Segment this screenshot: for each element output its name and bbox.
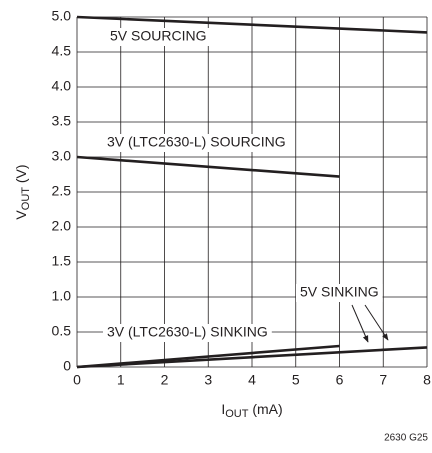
footnote: 2630 G25 [384,433,428,444]
line-series [76,15,428,34]
y-tick-label: 2.5 [52,183,72,199]
series-label: 5V SOURCING [110,28,206,44]
annotation-arrow [351,304,369,343]
x-tick-label: 8 [423,372,431,388]
series-label: 5V SINKING [300,284,379,300]
annotation-arrow [364,304,389,341]
line-series [76,155,340,178]
y-tick-label: 0 [63,358,71,374]
series-label: 3V (LTC2630-L) SOURCING [107,134,286,150]
line-series [76,346,428,369]
y-tick-label: 1.5 [52,253,72,269]
y-tick-label: 4.5 [52,43,72,59]
y-tick-label: 2.0 [52,218,72,234]
y-tick-label: 3.0 [52,148,72,164]
series-label: 3V (LTC2630-L) SINKING [107,324,268,340]
annotation-background [103,324,272,342]
y-tick-label: 1.0 [52,288,72,304]
y-axis-label: VOUT (V) [13,164,32,219]
x-tick-label: 3 [204,372,212,388]
y-tick-label: 0.5 [52,323,72,339]
x-tick-label: 0 [73,372,81,388]
y-tick-label: 5.0 [52,8,72,24]
x-tick-label: 7 [379,372,387,388]
annotation-background [103,134,290,152]
annotation-background [296,284,383,302]
x-tick-label: 1 [117,372,125,388]
x-tick-label: 5 [292,372,300,388]
y-tick-label: 3.5 [52,113,72,129]
x-tick-label: 4 [248,372,256,388]
annotation-background [106,28,211,46]
x-tick-label: 6 [336,372,344,388]
x-tick-label: 2 [161,372,169,388]
line-series [76,344,340,369]
y-tick-label: 4.0 [52,78,72,94]
x-axis-label: IOUT (mA) [221,401,282,420]
